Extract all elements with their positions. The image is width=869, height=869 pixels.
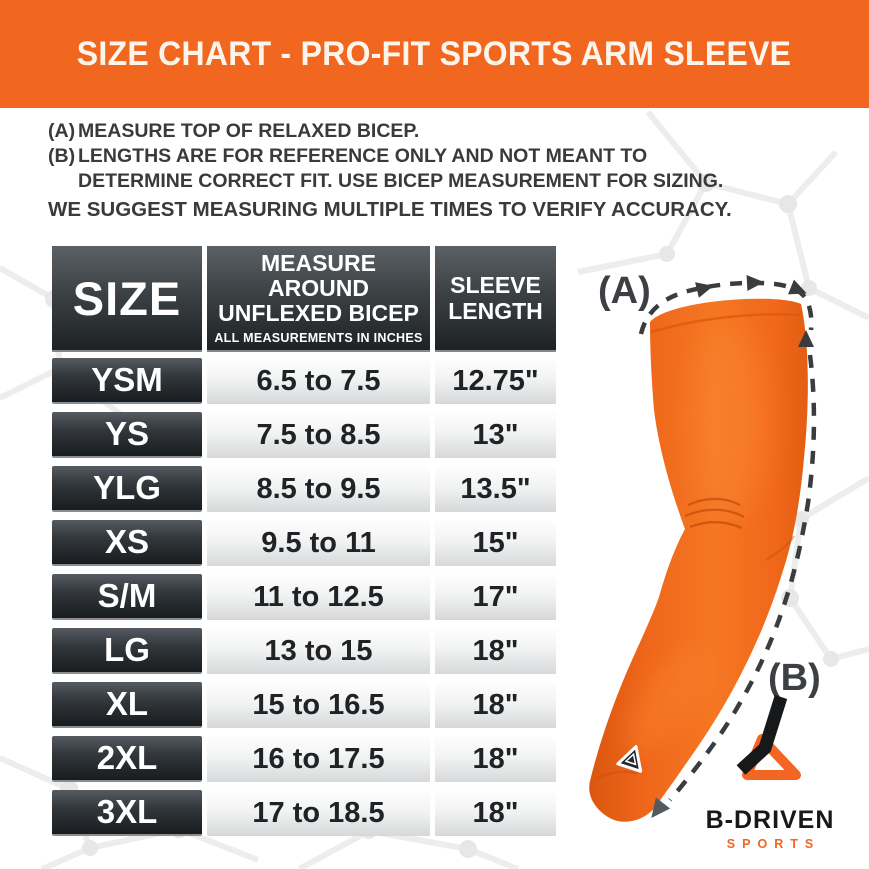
cell-bicep: 9.5 to 11 xyxy=(207,520,430,566)
sleeve-highlight xyxy=(692,325,768,515)
col-header-bicep: MEASURE AROUND UNFLEXED BICEP ALL MEASUR… xyxy=(207,246,430,352)
forearm-highlight xyxy=(627,648,709,752)
cell-size: XS xyxy=(52,520,202,566)
note-b-text: LENGTHS ARE FOR REFERENCE ONLY AND NOT M… xyxy=(78,145,724,192)
cell-bicep: 11 to 12.5 xyxy=(207,574,430,620)
cell-size: YLG xyxy=(52,466,202,512)
arm-sleeve-illustration: (A) (B) xyxy=(589,270,821,822)
cell-size: YSM xyxy=(52,358,202,404)
brand-mark-icon xyxy=(736,695,801,780)
header-banner: SIZE CHART - PRO-FIT SPORTS ARM SLEEVE xyxy=(0,0,869,108)
cell-size: YS xyxy=(52,412,202,458)
sleeve-hem-line xyxy=(650,313,801,334)
cell-size: XL xyxy=(52,682,202,728)
bicep-measure-arc xyxy=(638,280,814,335)
sleeve-length-line xyxy=(668,354,817,802)
col-header-bicep-title: MEASURE AROUND UNFLEXED BICEP xyxy=(218,250,419,326)
note-a-prefix: (A) xyxy=(48,120,76,142)
cell-sleeve: 18" xyxy=(435,790,556,836)
table-row: LG 13 to 15 18" xyxy=(52,628,556,674)
col-header-size: SIZE xyxy=(52,246,202,352)
cell-size: 2XL xyxy=(52,736,202,782)
arrow-down-left-icon xyxy=(651,797,671,818)
table-row: XS 9.5 to 11 15" xyxy=(52,520,556,566)
arrow-right-icon xyxy=(695,282,714,298)
size-chart-table: SIZE MEASURE AROUND UNFLEXED BICEP ALL M… xyxy=(52,246,556,844)
brand-logo: B-DRIVEN SPORTS xyxy=(690,806,850,851)
cell-bicep: 16 to 17.5 xyxy=(207,736,430,782)
cell-size: S/M xyxy=(52,574,202,620)
arrow-right-icon xyxy=(788,279,807,295)
cell-sleeve: 15" xyxy=(435,520,556,566)
table-row: XL 15 to 16.5 18" xyxy=(52,682,556,728)
arrow-up-icon xyxy=(798,330,814,347)
cell-sleeve: 18" xyxy=(435,736,556,782)
table-row: YLG 8.5 to 9.5 13.5" xyxy=(52,466,556,512)
cell-sleeve: 12.75" xyxy=(435,358,556,404)
brand-tagline: SPORTS xyxy=(726,837,821,851)
table-row: 3XL 17 to 18.5 18" xyxy=(52,790,556,836)
arrow-right-icon xyxy=(746,275,764,291)
note-suggestion: WE SUGGEST MEASURING MULTIPLE TIMES TO V… xyxy=(48,198,732,221)
sleeve-logo-icon xyxy=(616,745,643,773)
col-header-sleeve: SLEEVE LENGTH xyxy=(435,246,556,352)
cell-bicep: 13 to 15 xyxy=(207,628,430,674)
table-row: 2XL 16 to 17.5 18" xyxy=(52,736,556,782)
note-a-text: MEASURE TOP OF RELAXED BICEP. xyxy=(78,120,420,142)
cell-sleeve: 13" xyxy=(435,412,556,458)
cell-sleeve: 18" xyxy=(435,682,556,728)
cell-sleeve: 17" xyxy=(435,574,556,620)
note-b-prefix: (B) xyxy=(48,145,76,167)
table-row: YSM 6.5 to 7.5 12.75" xyxy=(52,358,556,404)
cell-size: 3XL xyxy=(52,790,202,836)
label-a: (A) xyxy=(598,270,651,312)
cell-bicep: 8.5 to 9.5 xyxy=(207,466,430,512)
note-b: (B) LENGTHS ARE FOR REFERENCE ONLY AND N… xyxy=(48,144,738,194)
note-a: (A) MEASURE TOP OF RELAXED BICEP. xyxy=(48,119,738,144)
cell-bicep: 17 to 18.5 xyxy=(207,790,430,836)
col-header-bicep-subtitle: ALL MEASUREMENTS IN INCHES xyxy=(214,331,423,345)
label-b: (B) xyxy=(768,657,821,699)
cell-sleeve: 18" xyxy=(435,628,556,674)
table-row: S/M 11 to 12.5 17" xyxy=(52,574,556,620)
table-row: YS 7.5 to 8.5 13" xyxy=(52,412,556,458)
page-title: SIZE CHART - PRO-FIT SPORTS ARM SLEEVE xyxy=(77,34,792,73)
cell-bicep: 15 to 16.5 xyxy=(207,682,430,728)
cell-size: LG xyxy=(52,628,202,674)
cell-bicep: 6.5 to 7.5 xyxy=(207,358,430,404)
arm-sleeve-figure: (A) (B) xyxy=(560,240,869,869)
cell-bicep: 7.5 to 8.5 xyxy=(207,412,430,458)
table-header-row: SIZE MEASURE AROUND UNFLEXED BICEP ALL M… xyxy=(52,246,556,352)
brand-name: B-DRIVEN xyxy=(705,806,835,834)
notes-section: (A) MEASURE TOP OF RELAXED BICEP. (B) LE… xyxy=(48,119,738,223)
cell-sleeve: 13.5" xyxy=(435,466,556,512)
elbow-wrinkles xyxy=(596,497,795,779)
